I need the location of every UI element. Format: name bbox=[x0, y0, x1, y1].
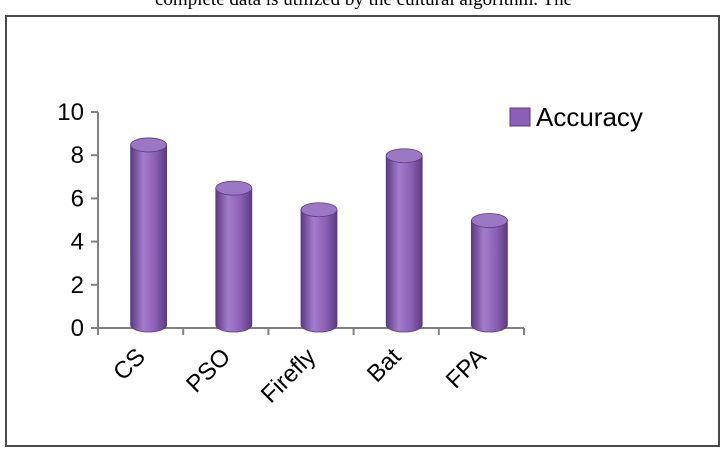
bar-body bbox=[130, 144, 167, 333]
y-tick-label: 2 bbox=[71, 272, 84, 299]
x-tick-label: Bat bbox=[362, 343, 407, 388]
bars bbox=[130, 137, 508, 333]
y-tick-label: 10 bbox=[57, 99, 84, 126]
bar-body bbox=[471, 220, 508, 333]
bar-top bbox=[300, 202, 338, 218]
bar bbox=[385, 148, 423, 333]
y-tick-label: 8 bbox=[71, 142, 84, 169]
y-tick-label: 0 bbox=[71, 315, 84, 342]
y-tick-label: 4 bbox=[71, 229, 84, 256]
bar-top bbox=[215, 180, 253, 196]
legend-label: Accuracy bbox=[536, 102, 643, 132]
bar-body bbox=[300, 209, 338, 333]
legend-swatch bbox=[509, 107, 531, 127]
bar-top bbox=[470, 213, 508, 228]
caption-text: complete data is utilized by the cultura… bbox=[0, 0, 727, 14]
x-tick-label: CS bbox=[108, 343, 151, 386]
bar-body bbox=[215, 187, 253, 333]
bar bbox=[215, 180, 253, 333]
x-tick-label: PSO bbox=[181, 343, 236, 398]
bar-top bbox=[130, 137, 168, 153]
bar bbox=[130, 137, 168, 333]
chart-frame bbox=[5, 15, 720, 447]
bar-top bbox=[385, 148, 423, 164]
y-axis: 0 2 4 6 8 10 bbox=[57, 99, 98, 342]
x-axis: CS PSO Firefly Bat FPA bbox=[97, 328, 525, 408]
y-tick-label: 6 bbox=[71, 185, 84, 212]
bar bbox=[470, 213, 508, 333]
bar-body bbox=[385, 155, 423, 333]
legend: Accuracy bbox=[509, 102, 643, 132]
x-tick-label: FPA bbox=[441, 343, 492, 394]
bar bbox=[300, 202, 338, 333]
x-tick-label: Firefly bbox=[256, 343, 321, 408]
